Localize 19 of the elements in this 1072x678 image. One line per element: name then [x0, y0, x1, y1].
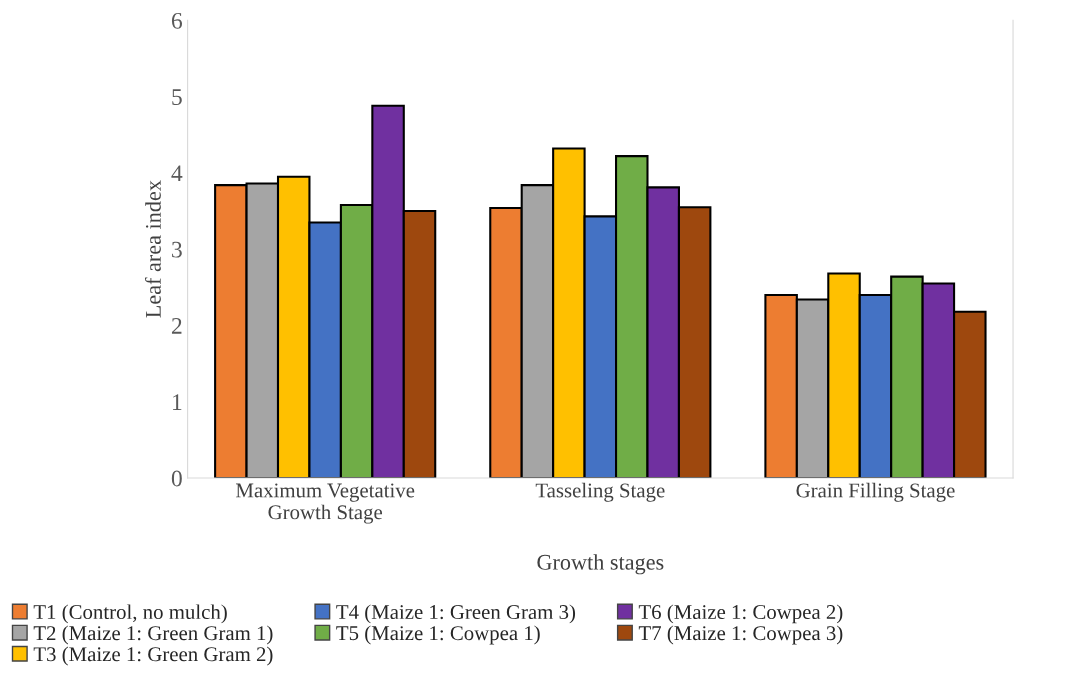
y-tick-label: 2 [171, 318, 182, 334]
y-tick-label: 0 [171, 470, 182, 487]
y-tick-label: 5 [172, 89, 182, 106]
y-tick-label: 6 [171, 12, 183, 29]
x-tick-label: Grain Filling Stage [796, 482, 955, 502]
legend-label: T2 (Maize 1: Green Gram 1) [33, 625, 273, 645]
y-tick-label: 3 [172, 241, 182, 258]
y-axis-title: Leaf area index [145, 180, 161, 318]
legend-label: T4 (Maize 1: Green Gram 3) [336, 604, 576, 624]
x-axis-title: Growth stages [537, 554, 664, 575]
legend-label: T6 (Maize 1: Cowpea 2) [638, 604, 843, 624]
legend-label: T3 (Maize 1: Green Gram 2) [33, 646, 273, 666]
legend-label: T5 (Maize 1: Cowpea 1) [336, 625, 540, 645]
legend-label: T7 (Maize 1: Cowpea 3) [638, 625, 843, 645]
y-tick-label: 1 [173, 394, 182, 410]
y-tick-label: 4 [171, 165, 183, 182]
legend-label: T1 (Control, no mulch) [33, 604, 227, 624]
x-tick-label: Tasseling Stage [535, 482, 665, 502]
x-tick-label: Maximum Vegetative Growth Stage [235, 483, 415, 524]
